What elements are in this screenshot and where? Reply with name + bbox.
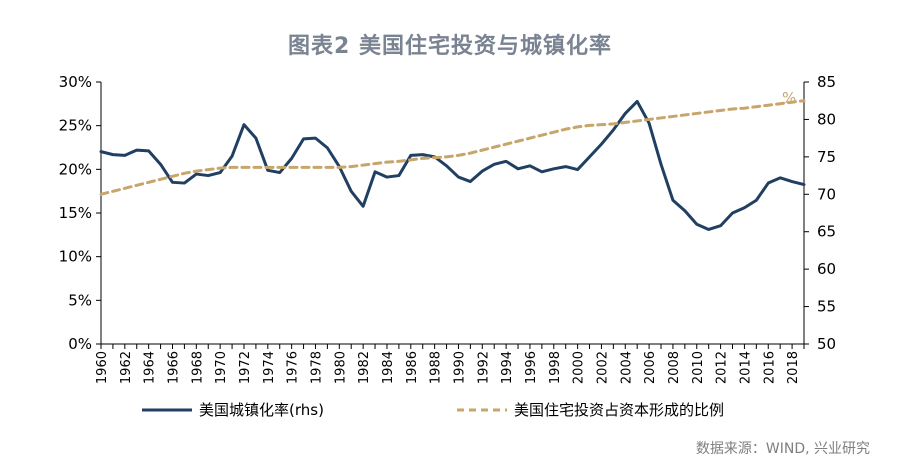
x-axis-tick-label: 1990 — [452, 351, 467, 384]
x-axis-tick-label: 1998 — [548, 351, 563, 384]
legend-residential-label: 美国住宅投资占资本形成的比例 — [514, 401, 724, 419]
urbanization-rate-series-line — [99, 99, 806, 231]
chart-title: 图表2 美国住宅投资与城镇化率 — [288, 34, 612, 59]
legend-layer: 美国城镇化率(rhs) 美国住宅投资占资本形成的比例 — [142, 401, 724, 419]
x-axis-tick-label: 1972 — [238, 351, 253, 384]
source-note: 数据来源：WIND, 兴业研究 — [695, 441, 870, 457]
left-axis-tick-label: 30% — [59, 73, 92, 91]
x-axis-tick-label: 2016 — [762, 351, 777, 384]
x-axis-tick-label: 2006 — [643, 351, 658, 384]
x-axis-tick-label: 2004 — [619, 351, 634, 384]
right-axis-tick-label: 85 — [817, 73, 836, 91]
x-axis-tick-label: 1978 — [309, 351, 324, 384]
x-axis-tick-label: 1968 — [190, 351, 205, 384]
x-axis-tick-label: 2008 — [667, 351, 682, 384]
x-axis-tick-label: 1992 — [476, 351, 491, 384]
series-layer — [99, 99, 806, 231]
residential-investment-series-line — [99, 99, 806, 196]
x-axis-tick-label: 1994 — [500, 351, 515, 384]
x-axis-tick-label: 1964 — [143, 351, 158, 384]
x-axis-tick-label: 1976 — [286, 351, 301, 384]
x-axis-tick-label: 1986 — [405, 351, 420, 384]
x-axis-tick-label: 2018 — [786, 351, 801, 384]
x-axis-tick-label: 2014 — [738, 351, 753, 384]
right-axis-tick-label: 65 — [817, 223, 836, 241]
x-axis-tick-label: 2012 — [715, 351, 730, 384]
right-axis-tick-label: 80 — [817, 110, 836, 128]
legend-urbanization-label: 美国城镇化率(rhs) — [199, 401, 324, 419]
x-axis-tick-label: 1962 — [119, 351, 134, 384]
axes-layer: 0%5%10%15%20%25%30%5055606570758085%1960… — [59, 73, 836, 384]
right-axis-tick-label: 50 — [817, 335, 836, 353]
left-axis-tick-label: 20% — [59, 160, 92, 178]
x-axis-tick-label: 2002 — [595, 351, 610, 384]
x-axis-tick-label: 1982 — [357, 351, 372, 384]
x-axis-tick-label: 1970 — [214, 351, 229, 384]
left-axis-tick-label: 10% — [59, 248, 92, 266]
right-axis-tick-label: 55 — [817, 298, 836, 316]
x-axis-tick-label: 2000 — [572, 351, 587, 384]
left-axis-tick-label: 25% — [59, 117, 92, 135]
x-axis-tick-label: 1988 — [429, 351, 444, 384]
x-axis-tick-label: 1974 — [262, 351, 277, 384]
right-axis-tick-label: 75 — [817, 148, 836, 166]
left-axis-tick-label: 0% — [68, 335, 92, 353]
x-axis-tick-label: 1980 — [333, 351, 348, 384]
left-axis-tick-label: 5% — [68, 291, 92, 309]
x-axis-tick-label: 2010 — [691, 351, 706, 384]
x-axis-tick-label: 1966 — [166, 351, 181, 384]
left-axis-tick-label: 15% — [59, 204, 92, 222]
right-axis-tick-label: 70 — [817, 185, 836, 203]
x-axis-tick-label: 1984 — [381, 351, 396, 384]
x-axis-tick-label: 1960 — [95, 351, 110, 384]
x-axis-tick-label: 1996 — [524, 351, 539, 384]
right-axis-tick-label: 60 — [817, 260, 836, 278]
